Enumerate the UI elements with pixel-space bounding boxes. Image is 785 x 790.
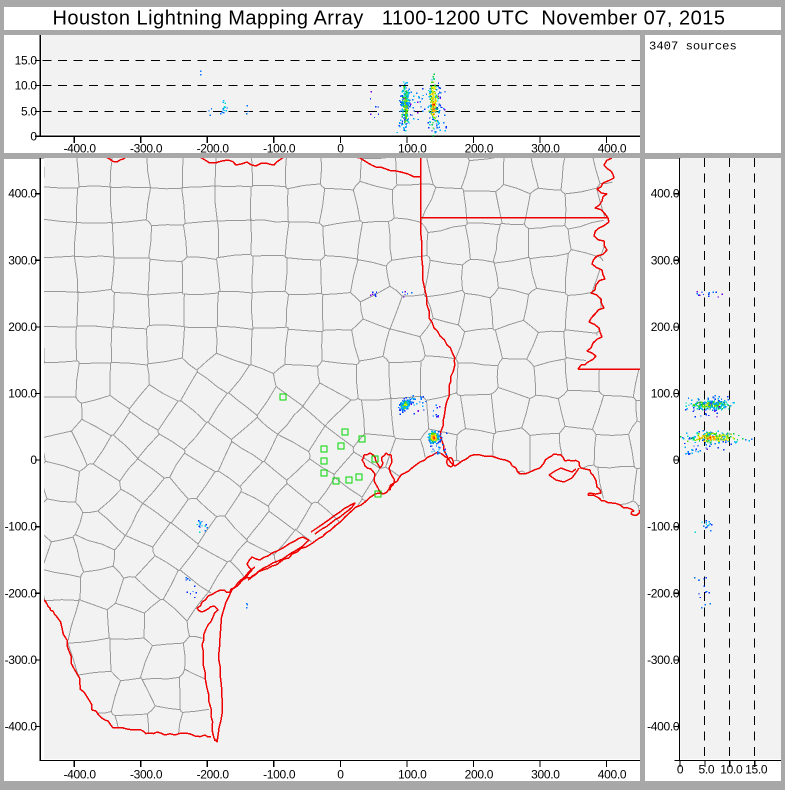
svg-text:400.0: 400.0 bbox=[598, 142, 627, 156]
svg-text:-300.0: -300.0 bbox=[130, 768, 163, 782]
svg-text:200.0: 200.0 bbox=[651, 320, 680, 334]
svg-text:300.0: 300.0 bbox=[531, 142, 560, 156]
svg-text:-100.0: -100.0 bbox=[647, 520, 680, 534]
svg-text:200.0: 200.0 bbox=[8, 320, 37, 334]
svg-text:0: 0 bbox=[337, 142, 344, 156]
svg-text:15.0: 15.0 bbox=[15, 54, 38, 68]
svg-text:-400.0: -400.0 bbox=[5, 720, 38, 734]
svg-text:200.0: 200.0 bbox=[465, 142, 494, 156]
svg-text:0: 0 bbox=[30, 129, 37, 143]
svg-text:Houston Lightning Mapping Arra: Houston Lightning Mapping Array 1100-120… bbox=[52, 8, 725, 30]
svg-text:5.0: 5.0 bbox=[21, 105, 37, 119]
svg-text:-200.0: -200.0 bbox=[647, 586, 680, 600]
svg-text:400.0: 400.0 bbox=[651, 187, 680, 201]
svg-text:400.0: 400.0 bbox=[598, 768, 627, 782]
svg-text:300.0: 300.0 bbox=[531, 768, 560, 782]
svg-text:200.0: 200.0 bbox=[465, 768, 494, 782]
svg-text:400.0: 400.0 bbox=[8, 187, 37, 201]
svg-text:-200.0: -200.0 bbox=[197, 768, 230, 782]
svg-text:-100.0: -100.0 bbox=[5, 520, 38, 534]
svg-text:10.0: 10.0 bbox=[720, 763, 743, 777]
svg-text:0: 0 bbox=[337, 768, 344, 782]
svg-text:100.0: 100.0 bbox=[8, 387, 37, 401]
svg-text:-400.0: -400.0 bbox=[63, 142, 96, 156]
svg-text:-300.0: -300.0 bbox=[130, 142, 163, 156]
svg-text:-400.0: -400.0 bbox=[63, 768, 96, 782]
svg-text:-300.0: -300.0 bbox=[5, 653, 38, 667]
svg-text:100.0: 100.0 bbox=[651, 387, 680, 401]
svg-text:300.0: 300.0 bbox=[8, 253, 37, 267]
svg-text:15.0: 15.0 bbox=[745, 763, 768, 777]
svg-text:100.0: 100.0 bbox=[398, 768, 427, 782]
svg-text:-200.0: -200.0 bbox=[5, 586, 38, 600]
svg-text:0: 0 bbox=[677, 763, 684, 777]
svg-text:0: 0 bbox=[30, 453, 37, 467]
svg-text:100.0: 100.0 bbox=[398, 142, 427, 156]
svg-text:300.0: 300.0 bbox=[651, 253, 680, 267]
svg-text:-100.0: -100.0 bbox=[263, 768, 296, 782]
svg-text:10.0: 10.0 bbox=[15, 79, 38, 93]
svg-text:-100.0: -100.0 bbox=[263, 142, 296, 156]
svg-text:-300.0: -300.0 bbox=[647, 653, 680, 667]
svg-text:-400.0: -400.0 bbox=[647, 720, 680, 734]
svg-text:-200.0: -200.0 bbox=[197, 142, 230, 156]
svg-text:3407 sources: 3407 sources bbox=[649, 40, 737, 54]
svg-text:5.0: 5.0 bbox=[699, 763, 715, 777]
